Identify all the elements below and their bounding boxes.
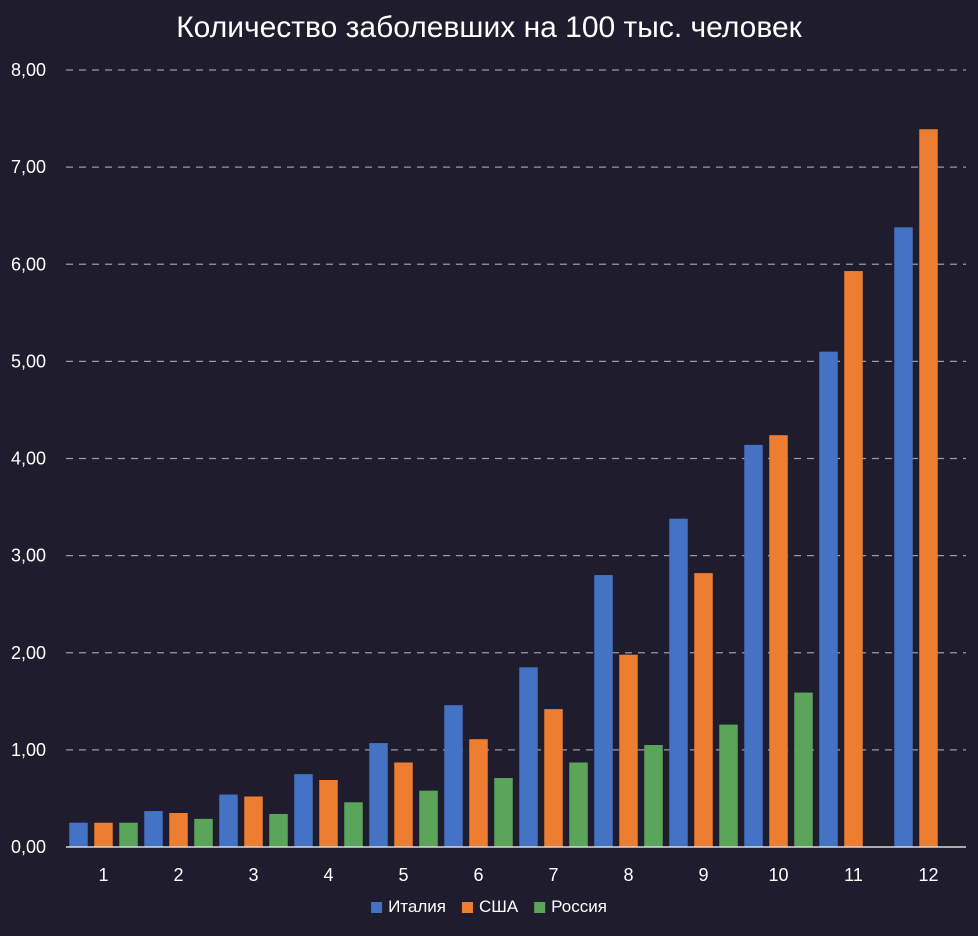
x-tick-label: 10 xyxy=(768,865,788,885)
y-tick-label: 1,00 xyxy=(11,740,46,760)
bar xyxy=(644,745,663,847)
bar xyxy=(169,813,188,847)
bar xyxy=(794,692,813,847)
bar xyxy=(919,129,938,848)
legend-label: Россия xyxy=(551,897,607,916)
bar xyxy=(244,796,263,847)
y-tick-label: 3,00 xyxy=(11,546,46,566)
legend-item: Россия xyxy=(534,897,607,916)
bar xyxy=(144,811,163,847)
bar xyxy=(594,575,613,847)
x-tick-label: 3 xyxy=(248,865,258,885)
bar xyxy=(269,813,288,847)
legend-item: США xyxy=(461,897,519,916)
bar xyxy=(394,762,413,847)
bar xyxy=(194,818,213,847)
y-tick-label: 4,00 xyxy=(11,449,46,469)
bar xyxy=(844,271,863,848)
bar xyxy=(219,794,238,847)
x-tick-label: 9 xyxy=(698,865,708,885)
bar xyxy=(344,802,363,847)
bar xyxy=(619,654,638,847)
bar xyxy=(744,444,763,847)
y-tick-label: 7,00 xyxy=(11,157,46,177)
x-tick-label: 11 xyxy=(844,865,863,885)
legend: Италия США Россия xyxy=(371,897,607,916)
legend-swatch xyxy=(534,902,546,913)
x-tick-label: 5 xyxy=(398,865,408,885)
bar xyxy=(719,724,738,847)
x-tick-label: 8 xyxy=(623,865,633,885)
y-tick-label: 5,00 xyxy=(11,351,46,371)
chart-title: Количество заболевших на 100 тыс. челове… xyxy=(176,11,802,44)
y-tick-label: 0,00 xyxy=(11,837,46,857)
x-tick-label: 1 xyxy=(98,865,108,885)
bar xyxy=(469,739,488,847)
bar xyxy=(444,705,463,847)
x-tick-label: 6 xyxy=(473,865,483,885)
x-tick-label: 7 xyxy=(548,865,558,885)
x-tick-label: 2 xyxy=(173,865,183,885)
bar xyxy=(694,573,713,847)
bars xyxy=(69,129,938,848)
bar xyxy=(494,778,513,847)
bar xyxy=(69,822,88,847)
axes: 0,001,002,003,004,005,006,007,008,001 2 3 4… xyxy=(11,60,966,885)
y-tick-label: 6,00 xyxy=(11,254,46,274)
legend-swatch xyxy=(371,902,383,913)
legend-label: Италия xyxy=(388,897,446,916)
bar xyxy=(894,227,913,847)
bar xyxy=(119,822,138,847)
bar xyxy=(519,667,538,847)
bar xyxy=(819,351,838,847)
bar xyxy=(769,435,788,847)
bar xyxy=(94,822,113,847)
x-tick-label: 4 xyxy=(323,865,333,885)
bar xyxy=(319,779,338,847)
bar xyxy=(569,762,588,847)
bar xyxy=(419,790,438,847)
legend-label: США xyxy=(479,897,519,916)
gridlines xyxy=(66,69,966,751)
bar xyxy=(369,743,388,847)
y-tick-label: 8,00 xyxy=(11,60,46,80)
bar xyxy=(294,774,313,847)
legend-item: Италия xyxy=(371,897,446,916)
x-tick-label: 12 xyxy=(918,865,938,885)
legend-swatch xyxy=(461,902,473,913)
y-tick-label: 2,00 xyxy=(11,643,46,663)
bar xyxy=(544,709,563,847)
bar xyxy=(669,518,688,847)
